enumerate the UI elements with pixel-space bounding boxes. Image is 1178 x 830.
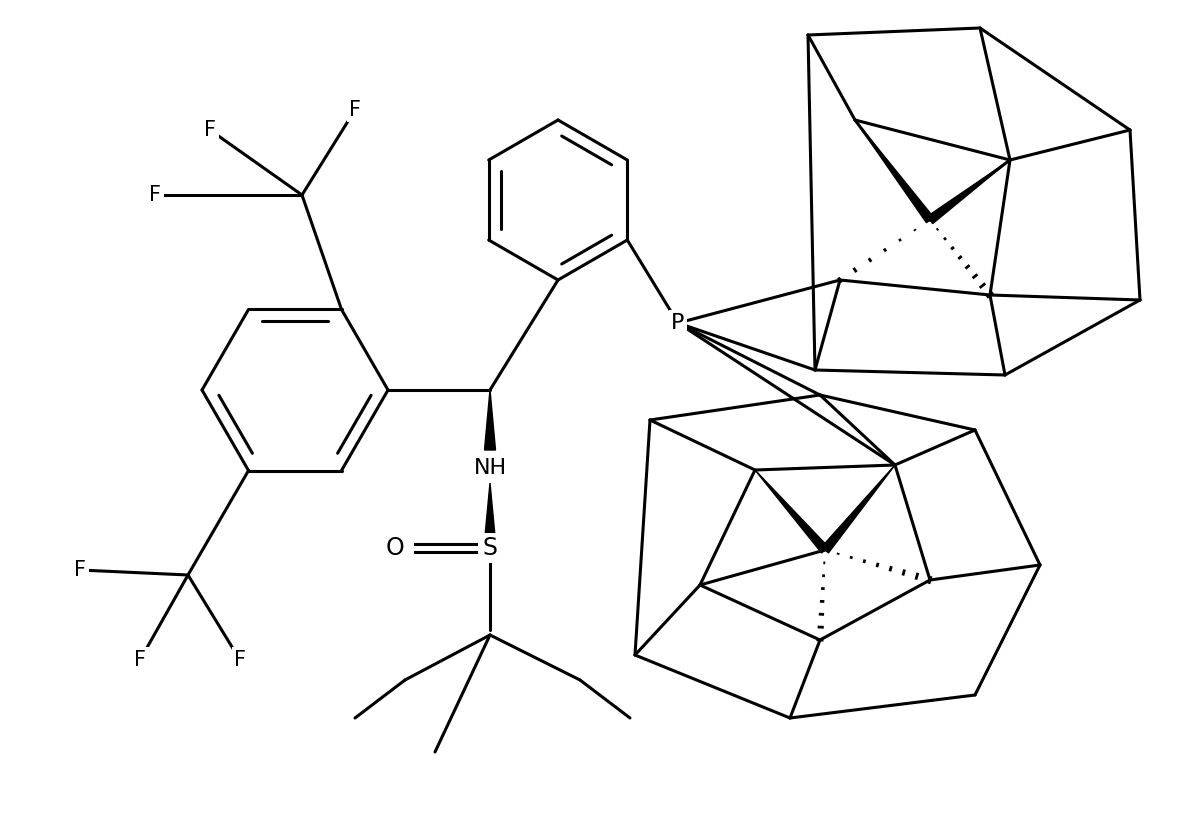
Text: F: F xyxy=(204,120,216,140)
Text: S: S xyxy=(483,536,497,560)
Polygon shape xyxy=(855,120,934,222)
Text: F: F xyxy=(74,560,86,580)
Text: S: S xyxy=(483,536,497,560)
Polygon shape xyxy=(755,470,828,553)
Text: F: F xyxy=(148,185,161,205)
Text: O: O xyxy=(385,536,404,560)
Polygon shape xyxy=(484,390,496,450)
Text: O: O xyxy=(385,536,404,560)
Polygon shape xyxy=(485,483,495,536)
Text: NH: NH xyxy=(474,458,507,478)
Text: NH: NH xyxy=(474,458,507,478)
Text: F: F xyxy=(134,650,146,670)
Text: P: P xyxy=(671,313,684,333)
Text: F: F xyxy=(349,100,360,120)
Text: F: F xyxy=(234,650,246,670)
Text: P: P xyxy=(671,313,684,333)
Polygon shape xyxy=(821,465,895,553)
Polygon shape xyxy=(927,160,1010,223)
